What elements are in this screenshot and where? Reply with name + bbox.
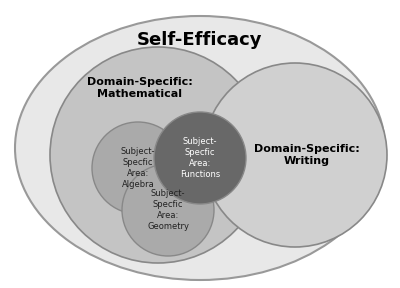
Text: Subject-
Specfic
Area:
Geometry: Subject- Specfic Area: Geometry: [147, 189, 189, 231]
Text: Subject-
Specfic
Area:
Functions: Subject- Specfic Area: Functions: [180, 137, 220, 179]
Circle shape: [92, 122, 184, 214]
Circle shape: [122, 164, 214, 256]
Text: Domain-Specific:
Writing: Domain-Specific: Writing: [254, 144, 360, 166]
Circle shape: [203, 63, 387, 247]
Circle shape: [50, 47, 266, 263]
Circle shape: [154, 112, 246, 204]
Text: Self-Efficacy: Self-Efficacy: [137, 31, 263, 49]
Text: Subject-
Specfic
Area:
Algebra: Subject- Specfic Area: Algebra: [121, 147, 155, 189]
Ellipse shape: [15, 16, 385, 280]
Text: Domain-Specific:
Mathematical: Domain-Specific: Mathematical: [87, 77, 193, 99]
